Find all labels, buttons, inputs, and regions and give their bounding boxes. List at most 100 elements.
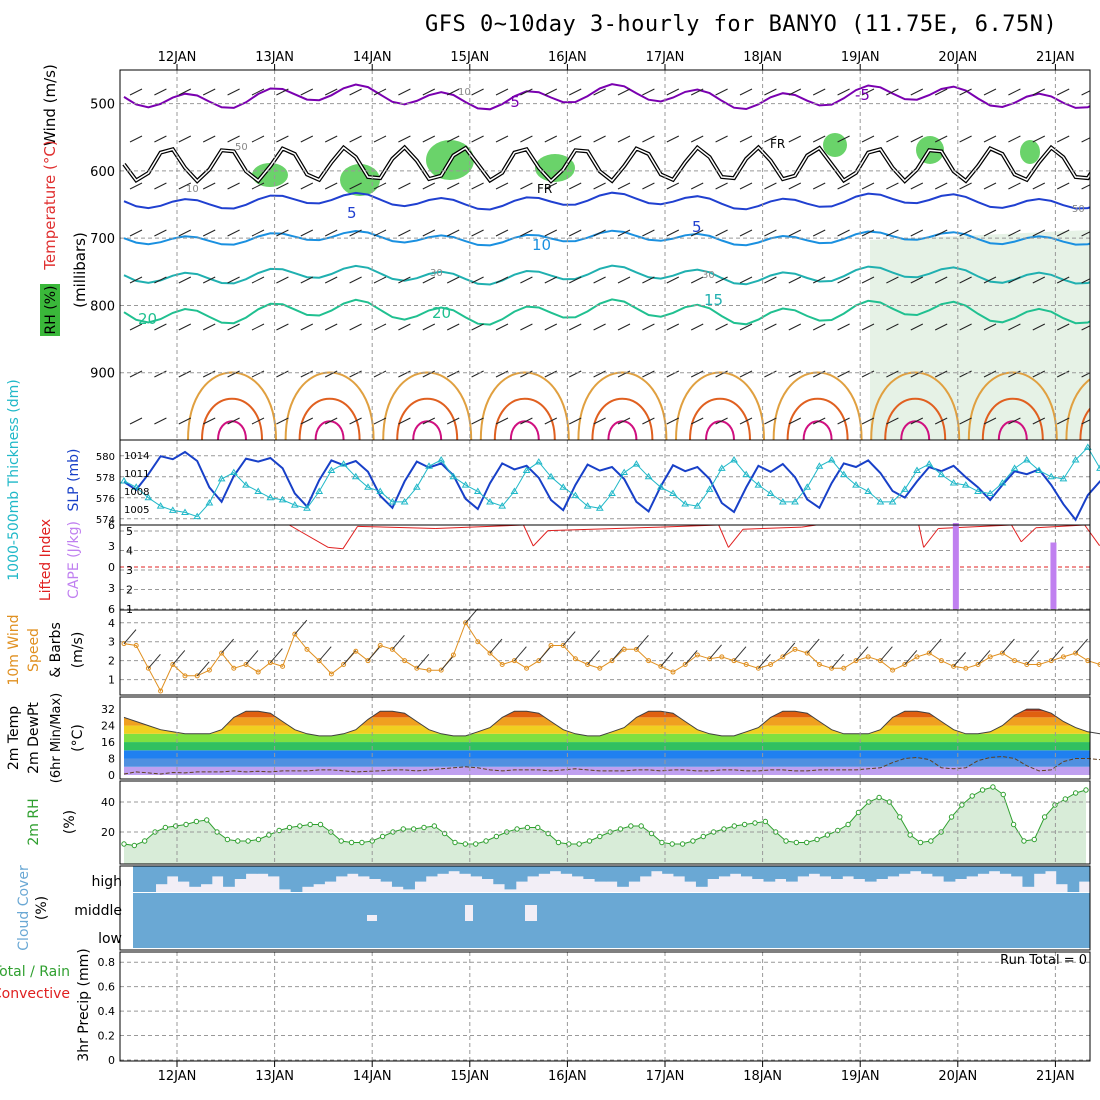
cloud-high-bar: [369, 866, 382, 879]
rh2m-point: [524, 824, 531, 831]
cloud-high-bar: [414, 866, 427, 882]
wind-barb: [861, 276, 875, 284]
thickness-point: [632, 460, 641, 467]
wind-barb: [129, 370, 143, 378]
wind-barb: [593, 135, 606, 143]
lifted-segment: [435, 524, 524, 529]
rh-saturated-patch: [823, 133, 847, 157]
wind10-barb: [587, 650, 600, 665]
wind-barb: [812, 323, 826, 331]
y-tick-label: 8: [108, 753, 115, 766]
thickness-point: [693, 502, 702, 509]
rh2m-point: [969, 793, 975, 799]
rh2m-point: [1062, 796, 1069, 802]
wind10-barb: [904, 650, 918, 665]
wind-barb: [422, 229, 436, 237]
wind-barb: [178, 229, 192, 237]
thickness-point: [327, 466, 336, 473]
rh2m-point: [204, 817, 210, 823]
thickness-point: [608, 489, 616, 497]
rh-label: 10: [186, 184, 199, 195]
cloud-high-bar: [403, 866, 415, 890]
thickness-point: [400, 497, 409, 505]
cloud-high-bar: [178, 866, 190, 882]
thickness-point: [876, 497, 885, 505]
thickness-point: [742, 470, 751, 478]
cloud-high-bar: [133, 866, 145, 892]
y-tick-label: 4: [108, 617, 115, 630]
wind-barb: [276, 182, 289, 190]
wind-barb: [837, 135, 850, 143]
wind-barb: [983, 229, 997, 237]
thickness-point: [1096, 464, 1100, 471]
wind-barb: [178, 417, 192, 425]
wind-barb: [593, 417, 606, 425]
wind-barb: [886, 88, 899, 96]
wind-barb: [446, 229, 460, 237]
rh2m-point: [338, 838, 344, 844]
cloud-level-label: low: [98, 931, 122, 947]
wind-barb: [910, 182, 924, 190]
rh2m-point: [276, 827, 282, 834]
wind-barb: [934, 135, 948, 143]
wind10-point: [145, 665, 151, 671]
wind10-barb: [977, 650, 991, 665]
wind10-barb: [123, 629, 137, 644]
rh2m-point: [917, 839, 924, 846]
thickness-point: [1083, 443, 1092, 450]
thickness-point: [656, 483, 665, 490]
cape-bar: [952, 523, 959, 609]
wind10-barb: [1050, 646, 1064, 662]
cloud-high-bar: [819, 866, 832, 877]
thickness-point: [437, 455, 446, 463]
wind10-barb: [758, 653, 771, 669]
wind-barb: [959, 229, 972, 237]
wind-barb: [300, 323, 314, 331]
wind-barb: [861, 370, 875, 378]
rh2m-point: [307, 821, 313, 828]
wind-barb: [544, 370, 558, 378]
wind-barb: [446, 323, 460, 331]
rh2m-point: [897, 814, 903, 820]
slp-panel-bg: [120, 440, 1090, 525]
wind-barb: [666, 229, 680, 237]
wind-barb: [617, 417, 631, 425]
wind-barb: [1056, 370, 1070, 378]
wind-barb: [910, 229, 924, 237]
wind-barb: [471, 229, 484, 237]
cloud-high-bar: [189, 866, 202, 887]
wind10-point: [938, 658, 944, 664]
thickness-point: [242, 481, 250, 488]
wind-barb: [1008, 182, 1021, 190]
wind-barb: [788, 276, 802, 284]
wind10-point: [206, 667, 212, 673]
rh2m-point: [597, 833, 603, 840]
wind10-panel-bg: [120, 610, 1090, 695]
wind-barb: [446, 182, 460, 190]
wind-barb: [1081, 419, 1090, 425]
wind-barb: [544, 229, 558, 237]
wind10-point: [1012, 658, 1018, 664]
diurnal-contour: [284, 371, 375, 440]
wind-barb: [959, 276, 972, 284]
y-tick-label: 2: [108, 655, 115, 668]
thickness-point: [376, 487, 385, 494]
rh2m-point: [297, 823, 303, 829]
cloud-gap: [525, 905, 537, 921]
wind-barb: [690, 370, 704, 378]
rh2m-point: [121, 841, 127, 847]
cloud-high-bar: [763, 866, 776, 882]
wind-barb: [1008, 370, 1021, 378]
y-tick-label: 1: [108, 674, 115, 687]
y-tick-label: 800: [90, 299, 115, 314]
y-tick-label: 1011: [124, 469, 149, 480]
wind-barb: [910, 276, 924, 284]
lifted-segment: [1011, 524, 1022, 543]
wind10-barb: [1026, 650, 1040, 665]
wind10-barb: [148, 653, 161, 669]
wind10-point: [158, 688, 164, 694]
thickness-point: [547, 472, 555, 480]
rh2m-point: [255, 836, 262, 843]
wind-barb: [349, 229, 362, 237]
wind-barb: [983, 323, 997, 331]
